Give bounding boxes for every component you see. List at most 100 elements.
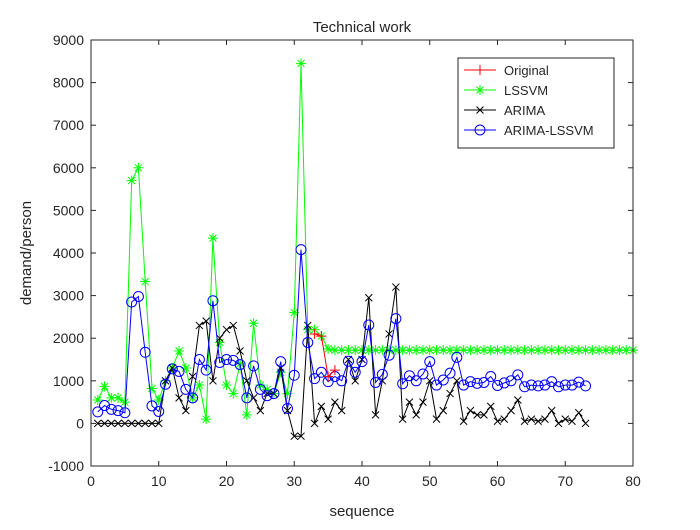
data-point-arima-lssvm <box>295 244 307 256</box>
data-point-lssvm <box>506 345 517 356</box>
data-point-arima-lssvm <box>464 376 476 388</box>
data-point-original <box>316 331 327 342</box>
legend: Original LSSVM ARIMA ARIMA-LSSVM <box>457 57 615 149</box>
legend-label-original: Original <box>504 63 549 78</box>
data-point-arima <box>405 398 414 406</box>
legend-marker-lssvm <box>475 85 485 95</box>
data-point-lssvm <box>438 345 449 356</box>
data-point-arima <box>541 415 549 423</box>
data-point-original <box>329 365 340 376</box>
data-point-lssvm <box>221 380 232 391</box>
data-point-arima <box>127 419 136 428</box>
data-point-arima-lssvm <box>241 392 253 404</box>
data-point-lssvm <box>580 345 591 356</box>
data-point-arima-lssvm <box>187 392 199 404</box>
data-point-arima <box>148 419 156 428</box>
y-tick-label: 9000 <box>53 32 84 48</box>
data-point-arima-lssvm <box>153 405 165 417</box>
data-point-lssvm <box>614 345 625 356</box>
data-point-lssvm <box>546 345 557 356</box>
data-point-lssvm <box>329 345 340 356</box>
data-point-arima <box>459 417 468 426</box>
x-tick-label: 30 <box>286 473 302 489</box>
data-point-arima <box>446 389 454 398</box>
data-point-arima-lssvm <box>207 295 219 307</box>
data-point-lssvm <box>553 345 564 356</box>
data-point-lssvm <box>621 345 632 356</box>
data-point-lssvm <box>214 337 225 348</box>
data-point-lssvm <box>397 345 408 356</box>
data-point-lssvm <box>228 388 239 399</box>
data-point-lssvm <box>567 345 578 356</box>
data-point-lssvm <box>140 276 151 287</box>
data-point-arima <box>141 419 150 428</box>
data-point-arima-lssvm <box>132 290 144 302</box>
data-point-arima-lssvm <box>146 400 158 412</box>
data-point-lssvm <box>417 345 428 356</box>
data-point-arima-lssvm <box>173 365 185 377</box>
data-point-arima <box>527 415 536 423</box>
data-point-lssvm <box>560 345 571 356</box>
data-point-arima-lssvm <box>160 378 172 390</box>
data-point-arima <box>297 432 305 441</box>
data-point-arima-lssvm <box>342 355 354 367</box>
data-point-lssvm <box>377 345 388 356</box>
data-point-lssvm <box>119 397 130 408</box>
data-point-arima <box>202 317 211 326</box>
data-point-arima <box>324 415 332 423</box>
data-point-arima <box>439 406 448 415</box>
data-point-arima <box>412 411 421 419</box>
x-tick-label: 60 <box>490 473 506 489</box>
data-point-arima-lssvm <box>580 380 592 392</box>
data-point-arima-lssvm <box>221 354 232 365</box>
data-point-lssvm <box>235 358 246 369</box>
data-point-arima <box>337 406 346 415</box>
y-tick-label: 2000 <box>53 330 84 346</box>
data-point-lssvm <box>363 345 374 356</box>
data-point-lssvm <box>594 345 605 356</box>
data-point-lssvm <box>241 409 252 420</box>
data-point-arima <box>310 419 319 428</box>
data-point-lssvm <box>472 345 483 356</box>
data-point-arima <box>419 398 427 406</box>
data-point-lssvm <box>431 345 442 356</box>
data-point-arima-lssvm <box>458 379 470 391</box>
data-point-lssvm <box>485 345 496 356</box>
data-point-lssvm <box>533 345 544 356</box>
data-point-lssvm <box>526 345 537 356</box>
y-tick-label: 3000 <box>53 288 84 304</box>
data-point-lssvm <box>289 307 300 318</box>
tick-layer: 0 10 20 30 40 50 60 70 80-1000010002000300040005… <box>48 32 641 489</box>
data-point-lssvm <box>357 345 367 356</box>
data-point-arima <box>256 406 265 415</box>
data-point-arima <box>493 417 502 426</box>
data-point-arima-lssvm <box>410 375 422 387</box>
data-point-lssvm <box>296 58 307 69</box>
data-point-arima <box>209 376 217 385</box>
data-point-arima <box>229 321 238 330</box>
y-tick-label: 5000 <box>53 202 84 218</box>
legend-item-lssvm: LSSVM <box>464 83 548 98</box>
legend-item-original: Original <box>464 63 549 78</box>
data-point-arima-lssvm <box>376 368 388 380</box>
data-point-arima-lssvm <box>302 336 314 348</box>
data-point-arima-lssvm <box>539 379 551 391</box>
data-point-arima <box>561 415 570 423</box>
x-tick-label: 50 <box>422 473 438 489</box>
data-point-arima <box>188 372 197 381</box>
data-point-lssvm <box>411 345 422 356</box>
data-point-lssvm <box>99 381 110 392</box>
x-tick-label: 40 <box>354 473 370 489</box>
data-point-lssvm <box>424 345 435 356</box>
data-point-lssvm <box>458 345 469 356</box>
data-point-arima-lssvm <box>261 390 273 402</box>
data-point-lssvm <box>275 367 286 378</box>
data-point-lssvm <box>133 162 144 173</box>
data-point-lssvm <box>370 345 381 356</box>
data-point-arima <box>195 321 204 330</box>
data-point-lssvm <box>451 345 462 356</box>
data-point-lssvm <box>194 380 205 391</box>
data-point-lssvm <box>600 345 611 356</box>
data-point-arima <box>175 393 183 402</box>
data-point-arima <box>500 415 509 423</box>
